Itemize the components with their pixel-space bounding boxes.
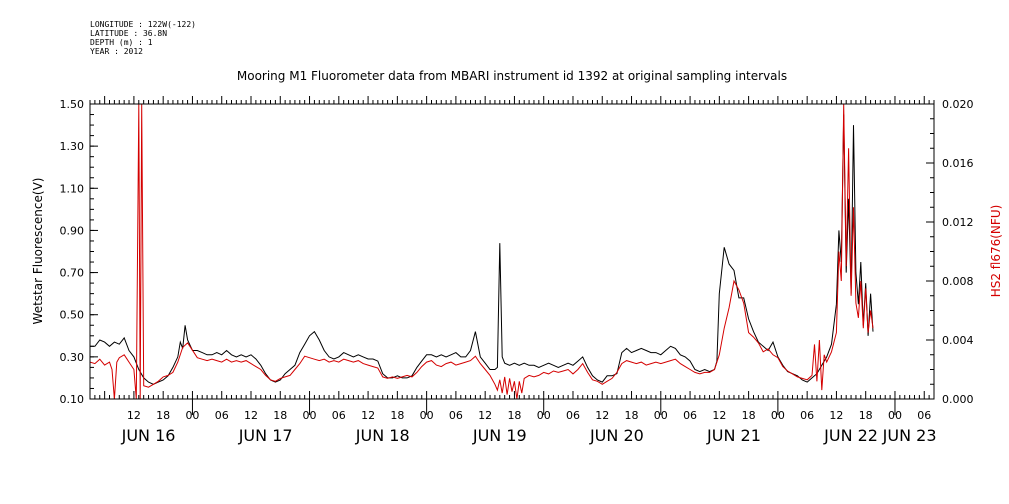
x-tick-label: 06 xyxy=(332,409,346,422)
x-tick-label: 18 xyxy=(742,409,756,422)
x-tick-label: 00 xyxy=(771,409,785,422)
y-axis-label: Wetstar Fluorescence(V) xyxy=(31,178,45,325)
x-tick-label: 12 xyxy=(595,409,609,422)
y-tick-label: 0.10 xyxy=(60,393,85,406)
x-day-label: JUN 22 xyxy=(823,426,878,445)
meta-depth: DEPTH (m) : 1 xyxy=(90,38,153,47)
x-tick-label: 06 xyxy=(449,409,463,422)
x-tick-label: 00 xyxy=(888,409,902,422)
y2-tick-label: 0.020 xyxy=(942,98,974,111)
x-tick-label: 12 xyxy=(712,409,726,422)
x-tick-label: 18 xyxy=(507,409,521,422)
x-day-label: JUN 19 xyxy=(472,426,527,445)
meta-longitude: LONGITUDE : 122W(-122) xyxy=(90,20,196,29)
x-tick-label: 18 xyxy=(625,409,639,422)
plot-frame xyxy=(89,103,935,400)
y-tick-label: 0.90 xyxy=(60,224,85,237)
y2-axis-label: HS2 fl676(NFU) xyxy=(989,205,1003,298)
x-tick-label: 06 xyxy=(215,409,229,422)
axes: 0.10 0.30 0.50 0.70 0.90 1.10 1.30 1.50 0.000 0.0… xyxy=(60,96,974,445)
x-day-label: JUN 17 xyxy=(238,426,293,445)
y-tick-label: 0.50 xyxy=(60,309,85,322)
x-tick-label: 12 xyxy=(829,409,843,422)
meta-year: YEAR : 2012 xyxy=(90,47,143,56)
y-tick-label: 1.50 xyxy=(60,98,85,111)
y2-tick-label: 0.000 xyxy=(942,393,974,406)
x-tick-label: 00 xyxy=(654,409,668,422)
y-tick-label: 0.70 xyxy=(60,267,85,280)
y2-tick-label: 0.016 xyxy=(942,157,974,170)
x-tick-label: 00 xyxy=(537,409,551,422)
x-tick-label: 06 xyxy=(566,409,580,422)
chart-title: Mooring M1 Fluorometer data from MBARI i… xyxy=(237,69,787,83)
x-tick-label: 18 xyxy=(273,409,287,422)
y-tick-label: 1.10 xyxy=(60,182,85,195)
x-tick-label: 00 xyxy=(185,409,199,422)
y2-tick-label: 0.008 xyxy=(942,275,974,288)
x-tick-label: 18 xyxy=(390,409,404,422)
x-tick-label: 06 xyxy=(683,409,697,422)
series-line-fl676 xyxy=(90,104,874,399)
y2-tick-label: 0.012 xyxy=(942,216,974,229)
series-layer xyxy=(90,104,874,399)
x-tick-label: 00 xyxy=(420,409,434,422)
x-day-label: JUN 21 xyxy=(706,426,761,445)
x-day-label: JUN 16 xyxy=(121,426,176,445)
y-tick-label: 1.30 xyxy=(60,140,85,153)
x-day-label: JUN 18 xyxy=(355,426,410,445)
x-day-label: JUN 20 xyxy=(589,426,644,445)
x-tick-label: 12 xyxy=(478,409,492,422)
x-tick-label: 06 xyxy=(800,409,814,422)
y2-tick-label: 0.004 xyxy=(942,334,974,347)
x-tick-label: 12 xyxy=(361,409,375,422)
x-tick-label: 00 xyxy=(303,409,317,422)
x-tick-label: 12 xyxy=(127,409,141,422)
x-tick-label: 18 xyxy=(859,409,873,422)
meta-latitude: LATITUDE : 36.8N xyxy=(90,29,168,38)
x-tick-label: 12 xyxy=(244,409,258,422)
x-day-label: JUN 23 xyxy=(882,426,937,445)
x-tick-label: 18 xyxy=(156,409,170,422)
x-tick-label: 06 xyxy=(917,409,931,422)
y-tick-label: 0.30 xyxy=(60,351,85,364)
series-line-wetstar xyxy=(90,114,874,385)
